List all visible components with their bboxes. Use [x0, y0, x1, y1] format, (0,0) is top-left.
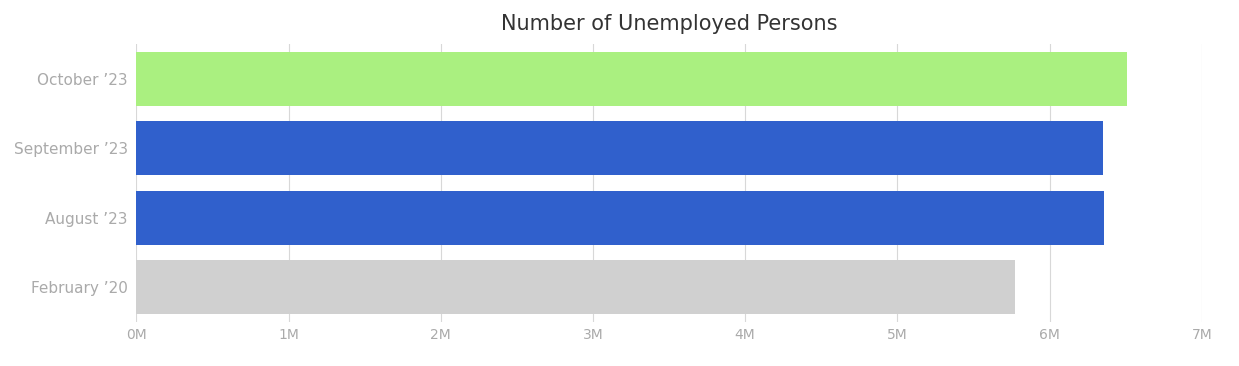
Title: Number of Unemployed Persons: Number of Unemployed Persons: [501, 14, 838, 34]
Bar: [136, 260, 1015, 314]
Bar: [136, 52, 1127, 106]
Bar: [136, 121, 1103, 175]
Bar: [136, 191, 1104, 245]
